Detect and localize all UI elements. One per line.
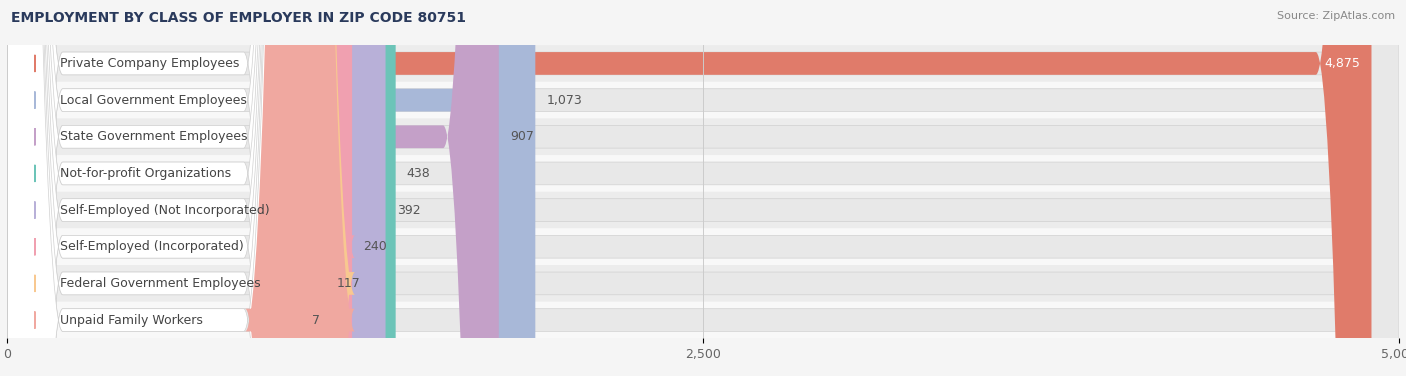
Text: 7: 7 [312,314,321,327]
Text: Unpaid Family Workers: Unpaid Family Workers [60,314,202,327]
Text: 117: 117 [336,277,360,290]
FancyBboxPatch shape [245,0,354,376]
Text: State Government Employees: State Government Employees [60,130,247,143]
FancyBboxPatch shape [7,0,1399,376]
FancyBboxPatch shape [7,0,1399,376]
FancyBboxPatch shape [7,0,299,376]
Text: 1,073: 1,073 [547,94,582,107]
FancyBboxPatch shape [7,0,299,376]
FancyBboxPatch shape [7,0,299,376]
FancyBboxPatch shape [7,118,1399,155]
FancyBboxPatch shape [299,0,499,376]
Text: Source: ZipAtlas.com: Source: ZipAtlas.com [1277,11,1395,21]
FancyBboxPatch shape [7,302,1399,338]
FancyBboxPatch shape [7,0,1399,376]
FancyBboxPatch shape [299,0,385,376]
Text: 438: 438 [406,167,430,180]
FancyBboxPatch shape [297,0,354,376]
FancyBboxPatch shape [299,0,536,376]
Text: Self-Employed (Not Incorporated): Self-Employed (Not Incorporated) [60,203,270,217]
Text: Federal Government Employees: Federal Government Employees [60,277,260,290]
Text: Not-for-profit Organizations: Not-for-profit Organizations [60,167,231,180]
Text: 4,875: 4,875 [1324,57,1361,70]
FancyBboxPatch shape [7,0,1399,376]
Text: EMPLOYMENT BY CLASS OF EMPLOYER IN ZIP CODE 80751: EMPLOYMENT BY CLASS OF EMPLOYER IN ZIP C… [11,11,467,25]
FancyBboxPatch shape [7,192,1399,229]
FancyBboxPatch shape [7,229,1399,265]
FancyBboxPatch shape [299,0,1371,376]
FancyBboxPatch shape [299,0,395,376]
FancyBboxPatch shape [7,0,1399,376]
FancyBboxPatch shape [7,265,1399,302]
FancyBboxPatch shape [7,0,299,376]
FancyBboxPatch shape [7,45,1399,82]
Text: 907: 907 [510,130,534,143]
FancyBboxPatch shape [270,0,354,376]
Text: 240: 240 [363,240,387,253]
Text: Local Government Employees: Local Government Employees [60,94,247,107]
Text: Private Company Employees: Private Company Employees [60,57,239,70]
Text: 392: 392 [396,203,420,217]
FancyBboxPatch shape [7,0,1399,376]
Text: Self-Employed (Incorporated): Self-Employed (Incorporated) [60,240,243,253]
FancyBboxPatch shape [7,0,1399,376]
FancyBboxPatch shape [7,0,299,376]
FancyBboxPatch shape [7,0,299,376]
FancyBboxPatch shape [7,82,1399,118]
FancyBboxPatch shape [7,0,299,376]
FancyBboxPatch shape [7,155,1399,192]
FancyBboxPatch shape [7,0,1399,376]
FancyBboxPatch shape [7,0,299,376]
